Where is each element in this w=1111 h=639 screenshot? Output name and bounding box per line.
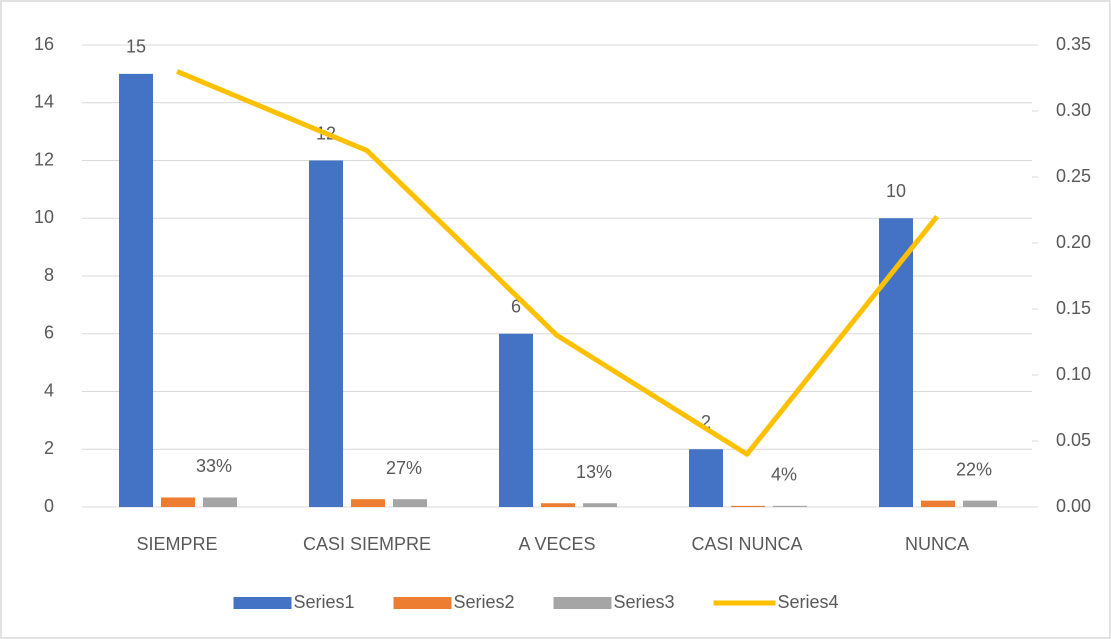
bar bbox=[583, 503, 617, 507]
y2-tick-label: 0.25 bbox=[1056, 166, 1091, 186]
bar bbox=[309, 160, 343, 507]
legend-label: Series3 bbox=[614, 592, 675, 612]
y2-tick-label: 0.10 bbox=[1056, 364, 1091, 384]
bar bbox=[351, 499, 385, 507]
data-label: 2 bbox=[701, 412, 711, 432]
y2-tick-label: 0.00 bbox=[1056, 496, 1091, 516]
y2-tick-label: 0.30 bbox=[1056, 100, 1091, 120]
y2-tick-label: 0.35 bbox=[1056, 34, 1091, 54]
y-tick-label: 0 bbox=[44, 496, 54, 516]
y-tick-label: 10 bbox=[34, 207, 54, 227]
bar bbox=[731, 505, 765, 507]
bar bbox=[161, 497, 195, 507]
bar bbox=[119, 73, 153, 507]
bar bbox=[499, 333, 533, 507]
y-tick-label: 4 bbox=[44, 380, 54, 400]
y-tick-label: 6 bbox=[44, 323, 54, 343]
y-tick-label: 8 bbox=[44, 265, 54, 285]
legend-swatch bbox=[393, 597, 452, 609]
legend-swatch bbox=[553, 597, 612, 609]
x-tick-label: CASI SIEMPRE bbox=[303, 534, 431, 554]
y2-tick-label: 0.15 bbox=[1056, 298, 1091, 318]
x-tick-label: NUNCA bbox=[905, 534, 969, 554]
x-tick-label: SIEMPRE bbox=[136, 534, 217, 554]
bar bbox=[773, 505, 807, 507]
data-label: 33% bbox=[196, 456, 232, 476]
data-label: 22% bbox=[956, 459, 992, 479]
legend-swatch bbox=[233, 597, 292, 609]
y2-tick-label: 0.20 bbox=[1056, 232, 1091, 252]
data-label: 6 bbox=[511, 297, 521, 317]
data-label: 15 bbox=[126, 37, 146, 57]
y-tick-label: 12 bbox=[34, 149, 54, 169]
bar bbox=[921, 500, 955, 507]
data-label: 10 bbox=[886, 181, 906, 201]
line-series bbox=[176, 69, 939, 457]
bar bbox=[689, 449, 723, 507]
data-label: 27% bbox=[386, 458, 422, 478]
data-label: 4% bbox=[771, 465, 797, 485]
y-tick-label: 2 bbox=[44, 438, 54, 458]
legend-label: Series2 bbox=[454, 592, 515, 612]
y2-tick-label: 0.05 bbox=[1056, 430, 1091, 450]
bar bbox=[203, 497, 237, 507]
data-label: 13% bbox=[576, 462, 612, 482]
x-tick-label: A VECES bbox=[518, 534, 595, 554]
x-tick-label: CASI NUNCA bbox=[691, 534, 802, 554]
bar bbox=[393, 499, 427, 507]
legend-label: Series1 bbox=[294, 592, 355, 612]
bar bbox=[963, 500, 997, 507]
bar bbox=[879, 218, 913, 507]
y-tick-label: 14 bbox=[34, 92, 54, 112]
bar bbox=[541, 503, 575, 507]
legend-label: Series4 bbox=[778, 592, 839, 612]
y-tick-label: 16 bbox=[34, 34, 54, 54]
